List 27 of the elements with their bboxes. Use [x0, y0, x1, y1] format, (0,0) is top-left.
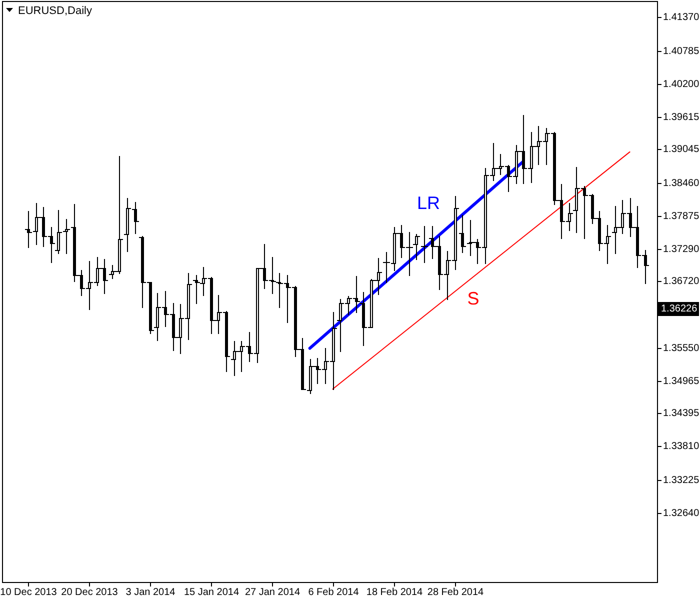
y-tick-label: 1.34395 — [663, 408, 700, 419]
series-label: S — [467, 288, 480, 309]
y-tick-label: 1.41370 — [663, 12, 700, 23]
series-label: LR — [416, 192, 440, 213]
y-tick-label: 1.37290 — [663, 244, 700, 255]
y-tick-label: 1.34965 — [663, 376, 700, 387]
x-tick-label: 27 Jan 2014 — [244, 587, 300, 598]
y-tick-label: 1.40200 — [663, 79, 700, 90]
x-tick-label: 3 Jan 2014 — [126, 587, 176, 598]
y-tick-label: 1.33810 — [663, 441, 700, 452]
x-tick-label: 6 Feb 2014 — [308, 587, 360, 598]
chart-title: EURUSD,Daily — [18, 5, 92, 17]
x-tick-label: 20 Dec 2013 — [61, 587, 118, 598]
y-tick-label: 1.39615 — [663, 112, 700, 123]
text: 1.36226 — [661, 304, 698, 314]
y-tick-label: 1.36720 — [663, 276, 700, 287]
x-tick-label: 15 Jan 2014 — [184, 587, 240, 598]
y-tick-label: 1.33225 — [663, 475, 700, 486]
y-tick-label: 1.40785 — [663, 46, 700, 57]
x-tick-label: 10 Dec 2013 — [0, 587, 58, 598]
y-tick-label: 1.38460 — [663, 178, 700, 189]
x-tick-label: 28 Feb 2014 — [427, 587, 484, 598]
y-tick-label: 1.39045 — [663, 144, 700, 155]
y-tick-label: 1.32640 — [663, 508, 700, 519]
y-tick-label: 1.37875 — [663, 211, 700, 222]
y-tick-label: 1.35550 — [663, 343, 700, 354]
x-tick-label: 18 Feb 2014 — [366, 587, 424, 598]
